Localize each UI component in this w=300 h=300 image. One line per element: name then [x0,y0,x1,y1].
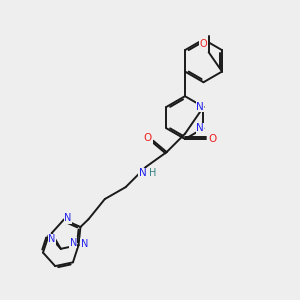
Text: N: N [70,238,77,248]
Text: O: O [144,134,152,143]
Text: N: N [81,238,88,249]
Text: O: O [208,134,216,144]
Text: O: O [200,39,207,49]
Text: H: H [149,169,156,178]
Text: N: N [139,169,147,178]
Text: N: N [64,213,72,223]
Text: N: N [48,234,56,244]
Text: N: N [196,123,204,133]
Text: N: N [196,102,204,112]
